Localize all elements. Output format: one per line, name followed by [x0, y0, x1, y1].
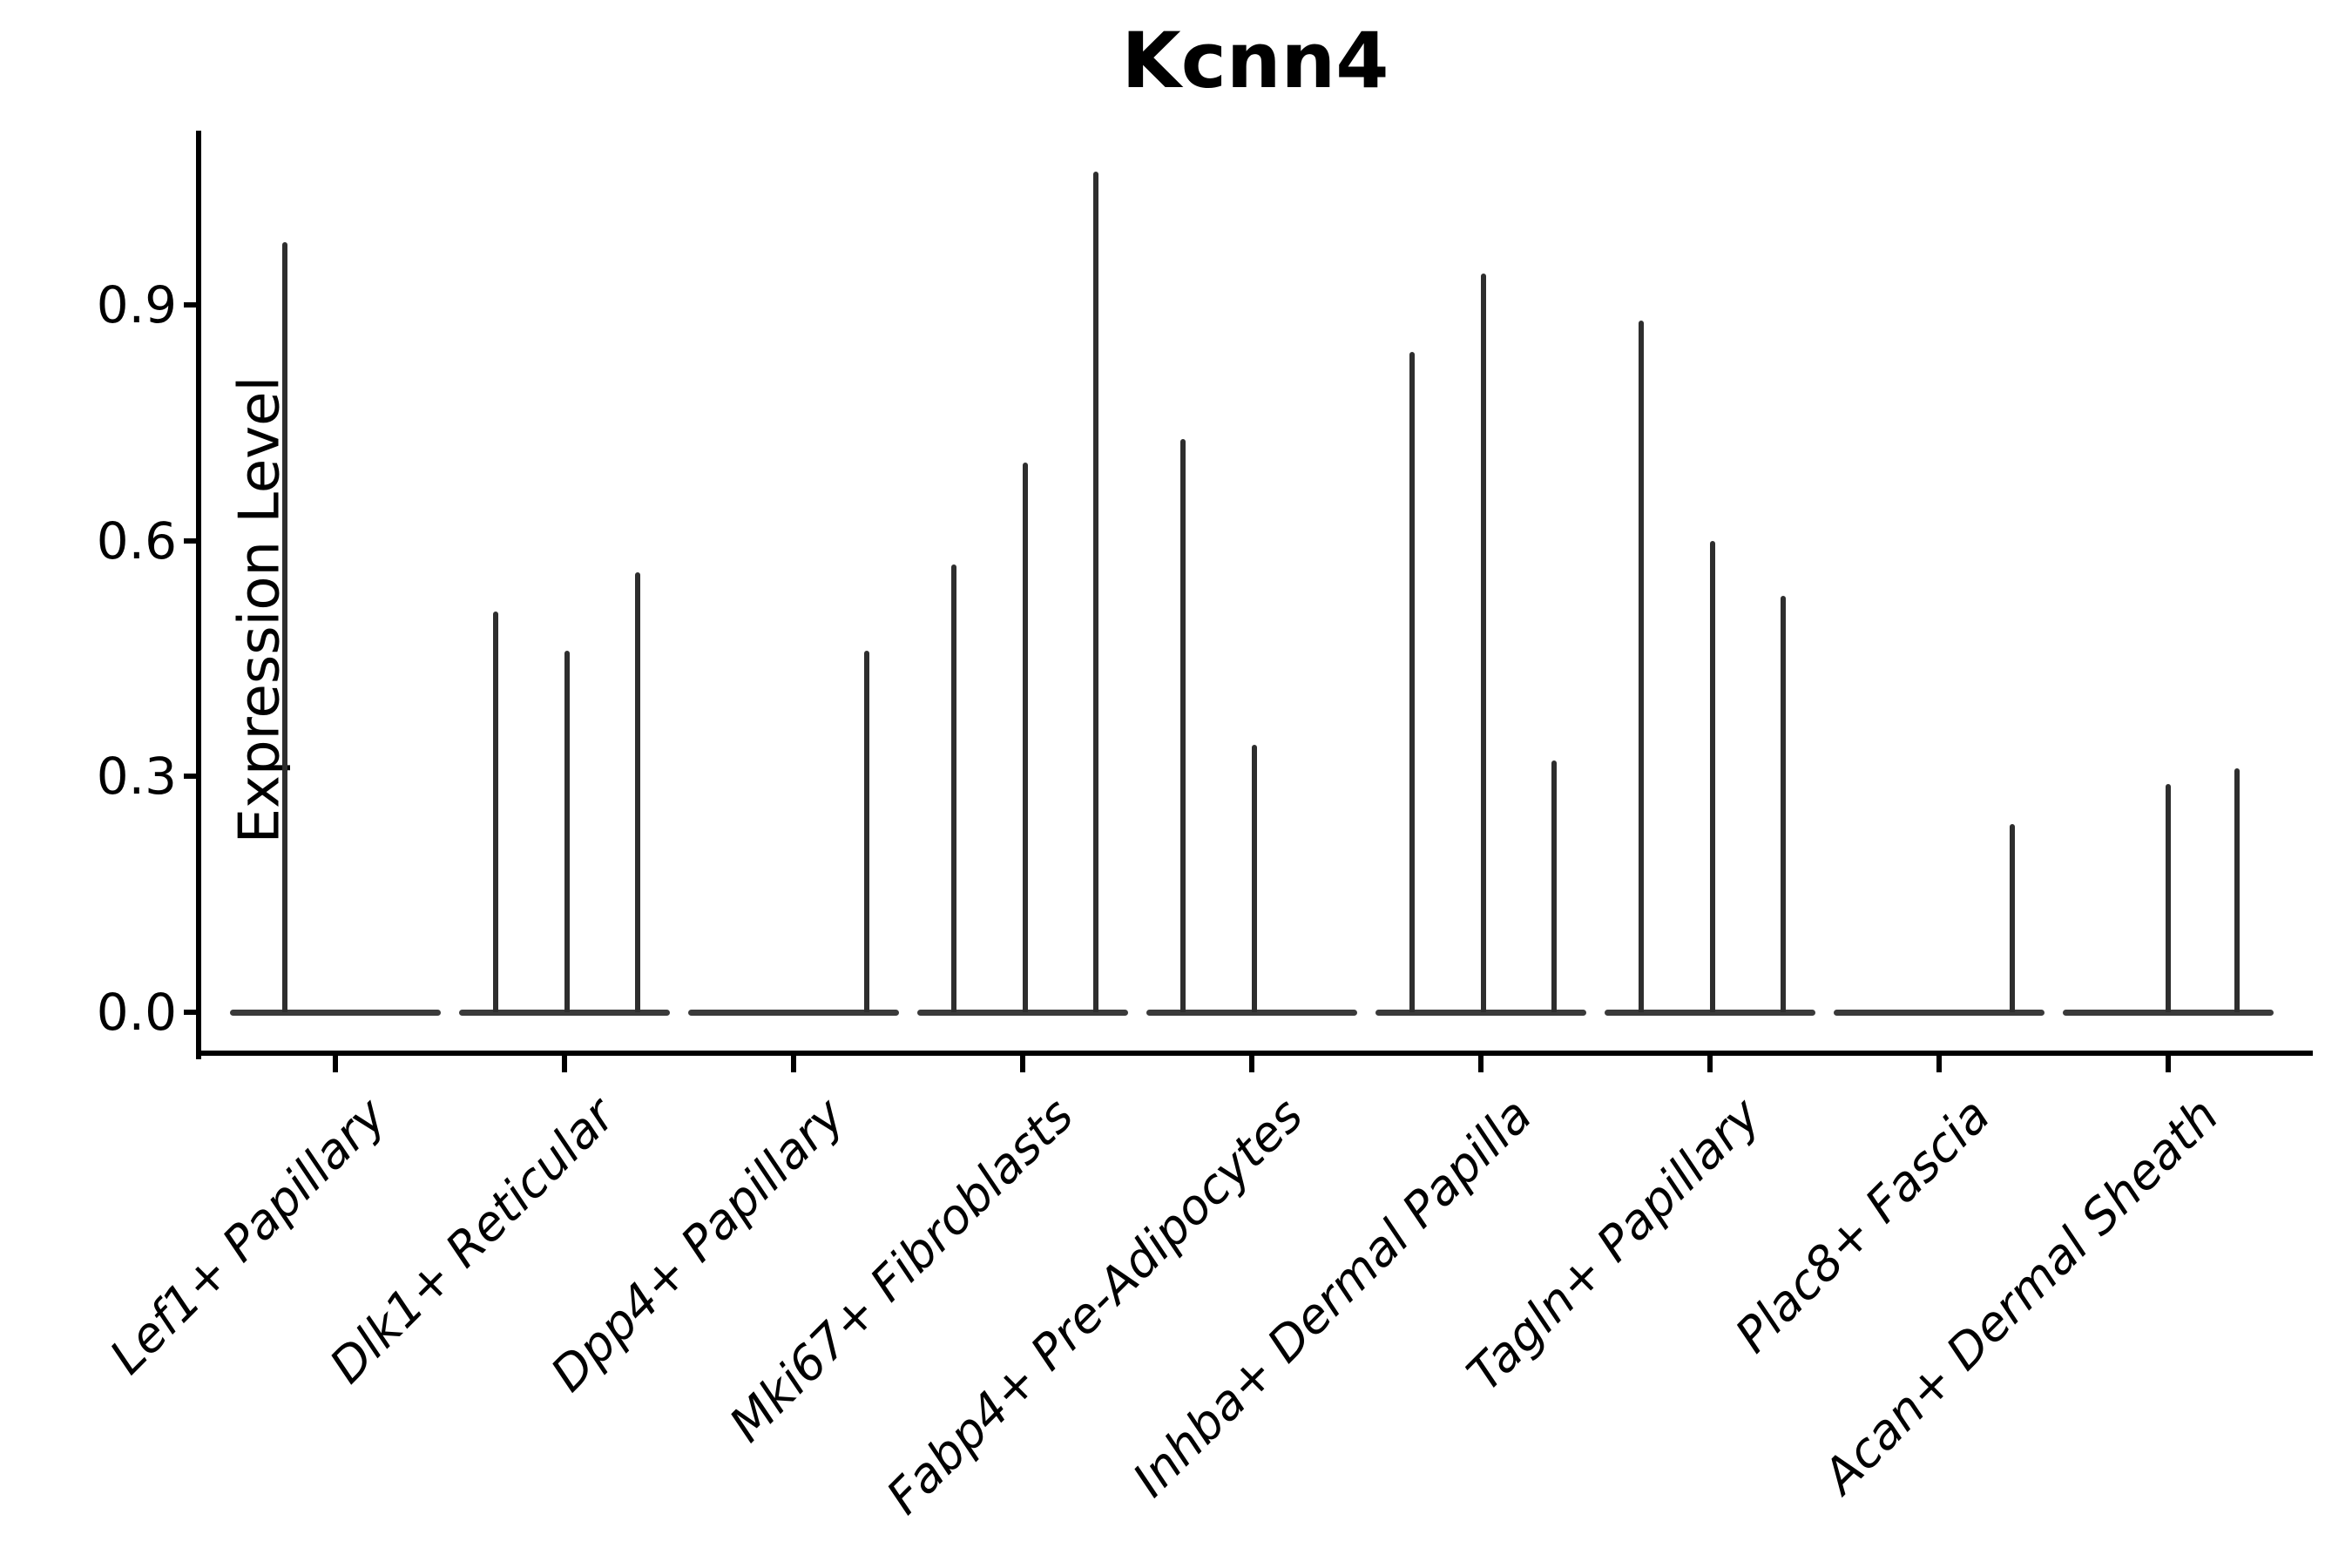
violin-zero-bulk	[688, 1009, 899, 1016]
y-axis-spine	[196, 131, 201, 1059]
violin-zero-bulk	[230, 1009, 441, 1016]
violin-spike	[1709, 540, 1715, 1012]
violin-spike	[951, 564, 957, 1012]
violin-zero-bulk	[1605, 1009, 1815, 1016]
y-tick-label: 0.6	[96, 510, 177, 571]
violin-spike	[2166, 784, 2171, 1012]
violin-spike	[864, 651, 870, 1012]
violin-spike	[1180, 438, 1186, 1012]
violin-spike	[564, 651, 570, 1012]
y-tick-mark	[184, 774, 199, 780]
x-tick-mark	[562, 1053, 567, 1072]
violin-spike	[282, 242, 288, 1012]
x-tick-label: Acan+ Dermal Sheath	[1812, 1087, 2230, 1504]
violin-zero-bulk	[459, 1009, 670, 1016]
violin-spike	[1409, 352, 1416, 1012]
violin-spike	[1781, 595, 1787, 1012]
violin-spike	[1639, 321, 1645, 1012]
y-tick-label: 0.9	[96, 275, 177, 335]
x-tick-mark	[333, 1053, 338, 1072]
violin-zero-bulk	[2063, 1009, 2274, 1016]
y-tick-label: 0.0	[96, 983, 177, 1042]
y-tick-mark	[184, 1010, 199, 1015]
violin-zero-bulk	[1146, 1009, 1357, 1016]
x-tick-mark	[1020, 1053, 1025, 1072]
violin-spike	[1551, 760, 1558, 1012]
x-tick-label: Inhba+ Dermal Papilla	[1121, 1087, 1543, 1508]
violin-spike	[1480, 274, 1486, 1012]
violin-spike	[2234, 768, 2240, 1012]
violin-spike	[1251, 745, 1257, 1012]
x-tick-mark	[1707, 1053, 1713, 1072]
x-tick-mark	[1936, 1053, 1942, 1072]
x-axis-spine	[196, 1051, 2313, 1056]
violin-spike	[2010, 823, 2016, 1012]
violin-zero-bulk	[917, 1009, 1128, 1016]
violin-spike	[1093, 171, 1099, 1012]
x-tick-mark	[2166, 1053, 2171, 1072]
violin-spike	[1022, 462, 1028, 1012]
y-tick-mark	[184, 302, 199, 308]
x-tick-label: Fabp4+ Pre-Adipocytes	[875, 1087, 1314, 1525]
violin-spike	[635, 571, 641, 1012]
y-tick-mark	[184, 537, 199, 544]
violin-spike	[493, 611, 499, 1012]
violin-zero-bulk	[1375, 1009, 1586, 1016]
violin-zero-bulk	[1834, 1009, 2044, 1016]
chart-title: Kcnn4	[1121, 16, 1389, 105]
y-tick-label: 0.3	[96, 747, 177, 807]
x-tick-mark	[1249, 1053, 1254, 1072]
x-tick-mark	[1478, 1053, 1484, 1072]
x-tick-mark	[791, 1053, 796, 1072]
